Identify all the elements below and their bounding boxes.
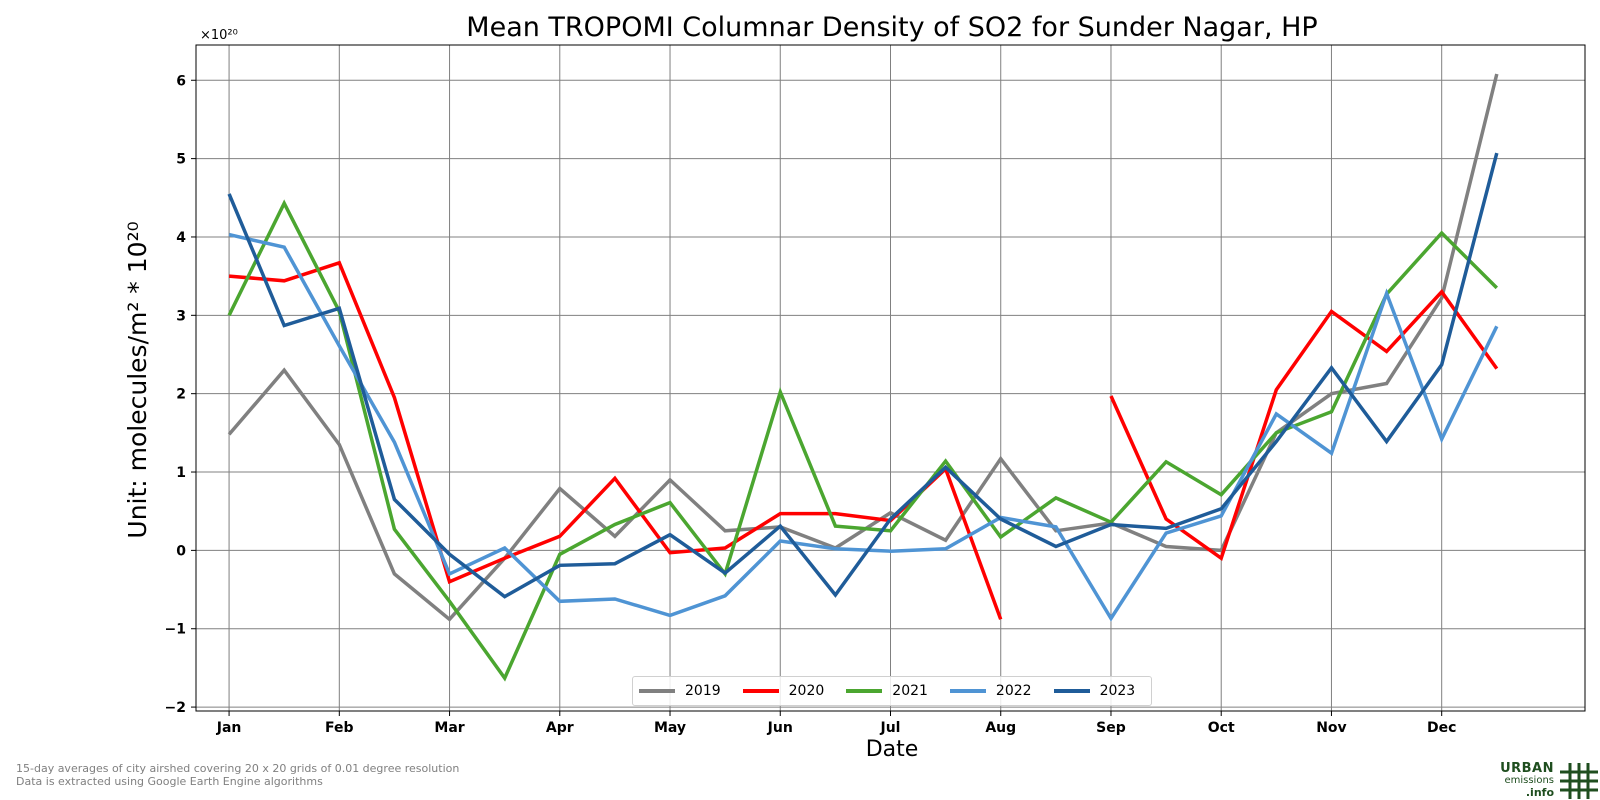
series-2019 <box>227 73 1499 622</box>
x-axis-label: Date <box>866 737 919 762</box>
x-tick-label: Aug <box>985 720 1016 736</box>
y-tick-label: 4 <box>176 230 186 246</box>
x-tick-label: Jul <box>880 720 901 736</box>
series-2023 <box>227 152 1499 599</box>
series-2020 <box>228 260 1499 620</box>
x-tick-label: Dec <box>1427 720 1456 736</box>
legend-label: 2020 <box>788 683 825 699</box>
y-tick-label: 0 <box>176 543 186 559</box>
x-tick-label: Jan <box>216 720 242 736</box>
legend-swatch <box>846 689 883 693</box>
y-tick-label: 6 <box>176 73 186 89</box>
x-tick-label: Oct <box>1208 720 1235 736</box>
footnote-line-1: 15-day averages of city airshed covering… <box>16 762 460 775</box>
series-line-2022 <box>228 232 1499 622</box>
series-lines <box>227 73 1499 682</box>
tick-labels: Jan Feb Mar Apr May Jun Jul Aug Sep Oct Nov Dec −2 −1… <box>165 73 1457 736</box>
legend: 2019 2020 2021 2022 2023 <box>632 676 1152 706</box>
logo-text-info: .info <box>1525 786 1554 799</box>
logo-text-emissions: emissions <box>1504 775 1554 786</box>
x-tick-label: Jun <box>767 720 793 736</box>
x-tick-label: Sep <box>1096 720 1126 736</box>
legend-item-2019: 2019 <box>639 683 721 699</box>
legend-label: 2022 <box>995 683 1032 699</box>
legend-item-2020: 2020 <box>742 683 825 699</box>
x-tick-label: Feb <box>325 720 354 736</box>
series-line-2019 <box>227 73 1499 622</box>
y-tick-label: 3 <box>176 308 186 324</box>
y-tick-label: −2 <box>165 700 186 716</box>
legend-swatch <box>1053 689 1090 693</box>
grid <box>196 45 1585 711</box>
y-tick-label: 2 <box>176 387 186 403</box>
chart-title: Mean TROPOMI Columnar Density of SO2 for… <box>466 12 1317 43</box>
series-2021 <box>227 199 1499 682</box>
legend-swatch <box>639 689 675 693</box>
legend-swatch <box>949 689 986 693</box>
series-line-2020 <box>1109 289 1499 562</box>
y-tick-label: 1 <box>176 465 186 481</box>
x-tick-label: Mar <box>434 720 464 736</box>
y-tick-label: −1 <box>165 622 186 638</box>
legend-item-2022: 2022 <box>949 683 1032 699</box>
legend-label: 2021 <box>892 683 928 699</box>
y-tick-label: 5 <box>176 152 186 168</box>
series-line-2020 <box>228 260 1003 620</box>
legend-item-2023: 2023 <box>1053 683 1136 699</box>
urban-emissions-logo: URBAN emissions .info <box>1500 760 1600 800</box>
series-line-2021 <box>227 199 1499 682</box>
legend-label: 2019 <box>685 683 721 699</box>
x-tick-label: Apr <box>546 720 574 736</box>
x-tick-label: May <box>654 720 686 736</box>
y-axis-label: Unit: molecules/m² * 10²⁰ <box>123 221 152 538</box>
x-tick-label: Nov <box>1316 720 1346 736</box>
legend-swatch <box>742 689 779 693</box>
y-axis-multiplier: ×10²⁰ <box>200 28 238 43</box>
legend-item-2021: 2021 <box>846 683 928 699</box>
logo-grid-icon <box>1560 763 1598 799</box>
logo-text-urban: URBAN <box>1500 761 1554 776</box>
series-2022 <box>228 232 1499 622</box>
footnote-line-2: Data is extracted using Google Earth Eng… <box>16 775 323 788</box>
series-line-2023 <box>227 152 1499 599</box>
legend-label: 2023 <box>1099 683 1136 699</box>
